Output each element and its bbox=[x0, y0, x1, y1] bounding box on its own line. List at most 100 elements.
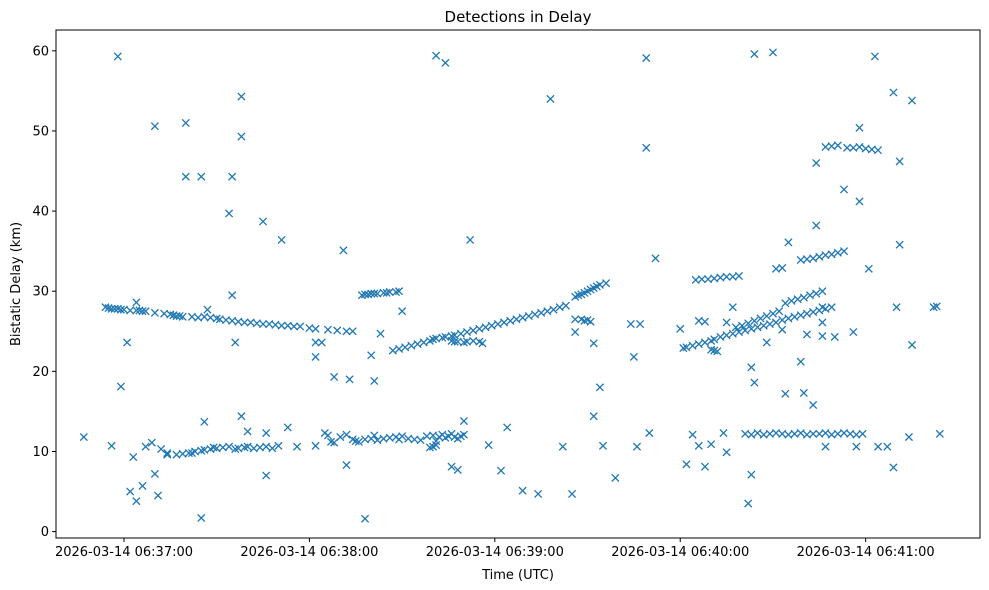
data-point bbox=[728, 329, 737, 338]
data-point bbox=[830, 332, 839, 341]
data-point bbox=[132, 497, 141, 506]
data-point bbox=[849, 328, 858, 337]
data-point bbox=[262, 428, 271, 438]
data-point bbox=[561, 301, 570, 310]
data-point bbox=[333, 326, 342, 335]
data-point bbox=[750, 49, 759, 59]
data-point bbox=[132, 298, 141, 307]
data-point bbox=[407, 341, 416, 350]
data-point bbox=[348, 327, 357, 336]
data-point bbox=[747, 470, 756, 479]
data-point bbox=[632, 442, 642, 451]
data-point bbox=[744, 319, 753, 328]
data-point bbox=[450, 331, 459, 340]
data-point bbox=[348, 435, 357, 444]
data-point bbox=[150, 122, 159, 131]
y-tick-label: 60 bbox=[32, 44, 49, 59]
data-point bbox=[839, 185, 849, 194]
data-point bbox=[311, 352, 320, 361]
y-tick-label: 20 bbox=[32, 365, 49, 380]
data-point bbox=[595, 280, 604, 289]
data-point bbox=[258, 320, 268, 329]
data-point bbox=[636, 320, 645, 329]
data-point bbox=[336, 432, 345, 442]
data-point bbox=[571, 315, 580, 324]
data-point bbox=[224, 209, 234, 218]
data-point bbox=[821, 428, 830, 438]
data-point bbox=[818, 287, 827, 296]
data-point bbox=[750, 316, 759, 325]
data-point bbox=[809, 429, 818, 438]
x-axis: 2026-03-14 06:37:00 2026-03-14 06:38:00 20… bbox=[55, 538, 935, 560]
plot-area bbox=[55, 29, 981, 539]
data-point bbox=[394, 287, 404, 296]
data-point bbox=[339, 246, 348, 255]
data-point bbox=[153, 491, 163, 500]
data-point bbox=[598, 441, 608, 450]
data-point bbox=[224, 442, 234, 451]
data-point bbox=[855, 197, 864, 206]
data-point bbox=[642, 143, 651, 152]
data-point bbox=[493, 320, 502, 329]
data-point bbox=[163, 449, 172, 458]
data-point bbox=[546, 94, 555, 103]
data-point bbox=[700, 338, 710, 347]
data-point bbox=[549, 305, 558, 314]
data-point bbox=[419, 338, 428, 347]
x-tick-label: 2026-03-14 06:41:00 bbox=[797, 545, 935, 560]
data-point bbox=[323, 431, 333, 440]
data-point bbox=[809, 307, 818, 317]
data-point bbox=[163, 450, 172, 459]
data-point bbox=[904, 432, 913, 442]
data-point bbox=[296, 322, 305, 331]
data-point bbox=[401, 343, 410, 352]
data-point bbox=[889, 88, 898, 97]
data-point bbox=[277, 321, 286, 330]
data-point bbox=[784, 238, 793, 247]
data-point bbox=[496, 466, 506, 475]
data-point bbox=[812, 221, 821, 230]
data-point bbox=[895, 240, 904, 249]
data-point bbox=[456, 329, 465, 338]
data-point bbox=[873, 146, 883, 155]
data-point bbox=[367, 351, 376, 360]
data-point bbox=[138, 307, 147, 316]
data-point bbox=[342, 430, 351, 439]
data-point bbox=[283, 423, 292, 432]
data-point bbox=[107, 441, 116, 450]
data-point bbox=[518, 486, 527, 495]
data-point bbox=[342, 461, 351, 470]
data-point bbox=[469, 326, 478, 335]
data-point bbox=[571, 328, 580, 337]
data-point bbox=[558, 442, 567, 451]
data-point bbox=[626, 320, 635, 329]
data-point bbox=[292, 442, 302, 451]
data-point bbox=[784, 314, 793, 323]
data-point bbox=[895, 157, 904, 166]
data-point bbox=[228, 291, 237, 300]
data-point bbox=[370, 376, 379, 386]
data-point bbox=[388, 346, 397, 355]
data-point bbox=[237, 412, 246, 421]
data-point bbox=[107, 304, 116, 313]
data-point bbox=[432, 51, 441, 60]
data-point bbox=[827, 303, 836, 312]
data-point bbox=[629, 352, 638, 361]
data-point bbox=[317, 338, 326, 347]
data-point bbox=[595, 383, 604, 392]
y-tick-label: 40 bbox=[32, 205, 49, 220]
data-point bbox=[138, 481, 147, 490]
data-point bbox=[722, 448, 731, 457]
data-point bbox=[447, 462, 456, 471]
data-point bbox=[833, 248, 842, 257]
data-point bbox=[812, 158, 821, 168]
data-point bbox=[503, 423, 512, 432]
data-point bbox=[589, 412, 598, 421]
data-point bbox=[385, 287, 394, 297]
data-point bbox=[799, 388, 808, 398]
data-point bbox=[181, 172, 190, 181]
data-point bbox=[370, 289, 379, 298]
x-tick-label: 2026-03-14 06:40:00 bbox=[611, 545, 749, 560]
data-point bbox=[487, 321, 496, 330]
data-point bbox=[852, 430, 861, 439]
